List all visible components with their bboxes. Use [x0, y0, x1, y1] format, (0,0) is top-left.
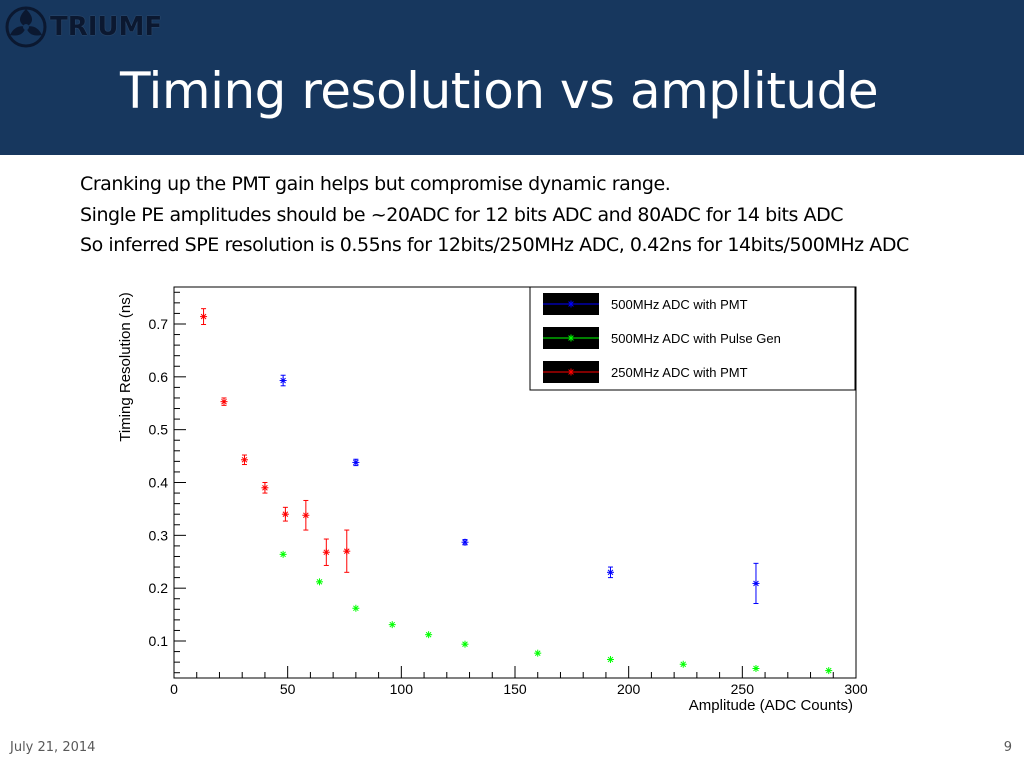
legend-entry: 250MHz ADC with PMT: [543, 361, 748, 383]
data-point: [461, 640, 469, 648]
data-point: [240, 454, 248, 466]
data-point: [200, 308, 208, 326]
data-point: [279, 374, 287, 387]
x-tick-label: 50: [280, 681, 296, 697]
data-point: [322, 538, 330, 566]
y-tick-label: 0.4: [149, 475, 169, 491]
y-tick-label: 0.6: [149, 369, 169, 385]
x-axis-title: Amplitude (ADC Counts): [689, 697, 853, 714]
data-point: [220, 397, 228, 406]
data-point: [352, 604, 360, 612]
data-point: [606, 566, 614, 579]
triumf-emblem-icon: [5, 6, 47, 48]
body-text: Cranking up the PMT gain helps but compr…: [80, 169, 1024, 261]
x-tick-label: 0: [170, 681, 178, 697]
x-tick-label: 200: [617, 681, 641, 697]
legend-entry: 500MHz ADC with PMT: [543, 293, 748, 315]
legend-label: 500MHz ADC with PMT: [611, 297, 748, 312]
data-point: [425, 631, 433, 639]
y-tick-label: 0.3: [149, 527, 169, 543]
legend-label: 250MHz ADC with PMT: [611, 365, 748, 380]
legend: 500MHz ADC with PMT 500MHz ADC with Pulse…: [529, 286, 856, 391]
triumf-logo: TRIUMF: [4, 4, 162, 50]
data-point: [343, 529, 351, 573]
y-tick-label: 0.1: [149, 633, 169, 649]
footer-date: July 21, 2014: [10, 740, 96, 755]
data-point: [461, 538, 469, 546]
data-point: [302, 499, 310, 531]
data-point: [281, 506, 289, 522]
title-banner: TRIUMF Timing resolution vs amplitude: [0, 0, 1024, 155]
data-point: [279, 550, 287, 558]
data-point: [388, 621, 396, 629]
legend-label: 500MHz ADC with Pulse Gen: [611, 331, 781, 346]
data-point: [825, 667, 833, 675]
y-tick-label: 0.2: [149, 580, 169, 596]
slide-title: Timing resolution vs amplitude: [120, 62, 879, 120]
legend-entry: 500MHz ADC with Pulse Gen: [543, 327, 781, 349]
logo-text: TRIUMF: [50, 12, 163, 42]
data-point: [752, 562, 760, 604]
x-tick-label: 300: [844, 681, 868, 697]
body-line-1: Cranking up the PMT gain helps but compr…: [80, 173, 671, 195]
body-line-3: So inferred SPE resolution is 0.55ns for…: [80, 234, 909, 256]
y-tick-label: 0.7: [149, 316, 169, 332]
data-point: [534, 649, 542, 657]
x-tick-label: 100: [390, 681, 414, 697]
x-tick-label: 250: [731, 681, 755, 697]
y-tick-label: 0.5: [149, 422, 169, 438]
data-point: [352, 458, 360, 467]
data-point: [315, 578, 323, 586]
data-point: [606, 656, 614, 664]
body-line-2: Single PE amplitudes should be ~20ADC fo…: [80, 203, 844, 226]
data-point: [679, 660, 687, 668]
data-point: [261, 482, 269, 494]
y-axis-title: Timing Resolution (ns): [117, 292, 134, 442]
x-tick-label: 150: [503, 681, 527, 697]
data-point: [752, 664, 760, 672]
page-number: 9: [1003, 740, 1012, 755]
